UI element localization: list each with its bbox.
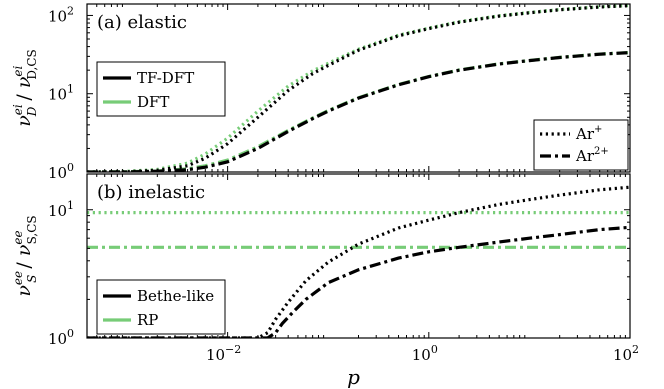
series-line-tf-dft-ar2plus bbox=[87, 51, 630, 172]
x-tick-label: 10−2 bbox=[206, 343, 241, 364]
x-axis-label: p bbox=[347, 365, 360, 389]
x-tick-mantissa: 10 bbox=[206, 346, 225, 364]
legend-box bbox=[96, 279, 226, 335]
y-axis-label: νeeS / νeeS,CS bbox=[11, 215, 39, 296]
y-tick-exponent: 0 bbox=[67, 161, 74, 174]
legend-label-dft: DFT bbox=[137, 93, 169, 111]
ylabel-subscript: S bbox=[25, 275, 39, 283]
ylabel-superscript: ee bbox=[11, 271, 25, 285]
ion-charge: + bbox=[594, 124, 602, 135]
legend-box bbox=[533, 119, 629, 171]
legend-ions: Ar+Ar2+ bbox=[533, 119, 629, 171]
ylabel-symbol: ν bbox=[13, 285, 35, 297]
legend-methods: Bethe-like RP bbox=[96, 279, 226, 335]
x-tick-label: 102 bbox=[613, 343, 639, 364]
ion-charge: 2+ bbox=[594, 146, 609, 157]
ylabel-subscript-2: S,CS bbox=[25, 215, 39, 244]
y-tick-mantissa: 10 bbox=[48, 86, 67, 104]
ylabel-superscript: ei bbox=[11, 104, 25, 115]
y-tick-mantissa: 10 bbox=[48, 202, 67, 220]
y-tick-mantissa: 10 bbox=[48, 330, 67, 348]
ylabel-superscript-2: ei bbox=[11, 65, 25, 76]
ion-symbol: Ar bbox=[575, 125, 595, 143]
panel-label: (b) inelastic bbox=[97, 182, 205, 203]
ylabel-subscript-2: D,CS bbox=[25, 49, 39, 79]
series-line-bethe-like-ar2plus bbox=[87, 225, 630, 338]
legend-label-ion: Ar2+ bbox=[575, 146, 609, 165]
ylabel-separator: / bbox=[13, 88, 35, 106]
x-tick-label: 100 bbox=[412, 343, 438, 364]
y-tick-label: 101 bbox=[48, 83, 74, 104]
panel-label: (a) elastic bbox=[97, 12, 187, 33]
series-line-tf-dft-arplus bbox=[87, 4, 630, 172]
y-tick-exponent: 0 bbox=[67, 327, 74, 340]
x-tick-exponent: 0 bbox=[431, 343, 438, 356]
legend-label-tf-dft: TF-DFT bbox=[137, 69, 194, 87]
y-tick-exponent: 1 bbox=[67, 199, 74, 212]
x-tick-mantissa: 10 bbox=[412, 346, 431, 364]
y-tick-mantissa: 10 bbox=[48, 7, 67, 25]
x-tick-mantissa: 10 bbox=[613, 346, 632, 364]
legend-label-bethe-like: Bethe-like bbox=[137, 287, 214, 305]
ylabel-separator: / bbox=[13, 256, 35, 274]
ylabel-symbol-2: ν bbox=[13, 76, 35, 88]
legend-methods: TF-DFT DFT bbox=[96, 61, 226, 117]
legend-box bbox=[96, 61, 226, 117]
y-tick-exponent: 2 bbox=[67, 4, 74, 17]
ylabel-subscript: D bbox=[25, 106, 39, 117]
y-tick-label: 100 bbox=[48, 327, 74, 348]
series-line-dft-arplus bbox=[87, 4, 630, 172]
ylabel-superscript-2: ee bbox=[11, 230, 25, 244]
legend-label-ion: Ar+ bbox=[575, 124, 602, 143]
y-tick-label: 101 bbox=[48, 199, 74, 220]
y-tick-label: 100 bbox=[48, 161, 74, 182]
y-tick-label: 102 bbox=[48, 4, 74, 25]
ylabel-symbol-2: ν bbox=[13, 244, 35, 256]
ylabel-symbol: ν bbox=[13, 115, 35, 127]
x-tick-exponent: −2 bbox=[225, 343, 241, 356]
y-axis-label: νeiD / νeiD,CS bbox=[11, 49, 39, 127]
legend-label-rp: RP bbox=[137, 311, 158, 329]
ion-symbol: Ar bbox=[575, 147, 595, 165]
y-tick-exponent: 1 bbox=[67, 83, 74, 96]
series-line-bethe-like-arplus bbox=[87, 185, 630, 338]
y-tick-mantissa: 10 bbox=[48, 164, 67, 182]
x-tick-exponent: 2 bbox=[632, 343, 639, 356]
